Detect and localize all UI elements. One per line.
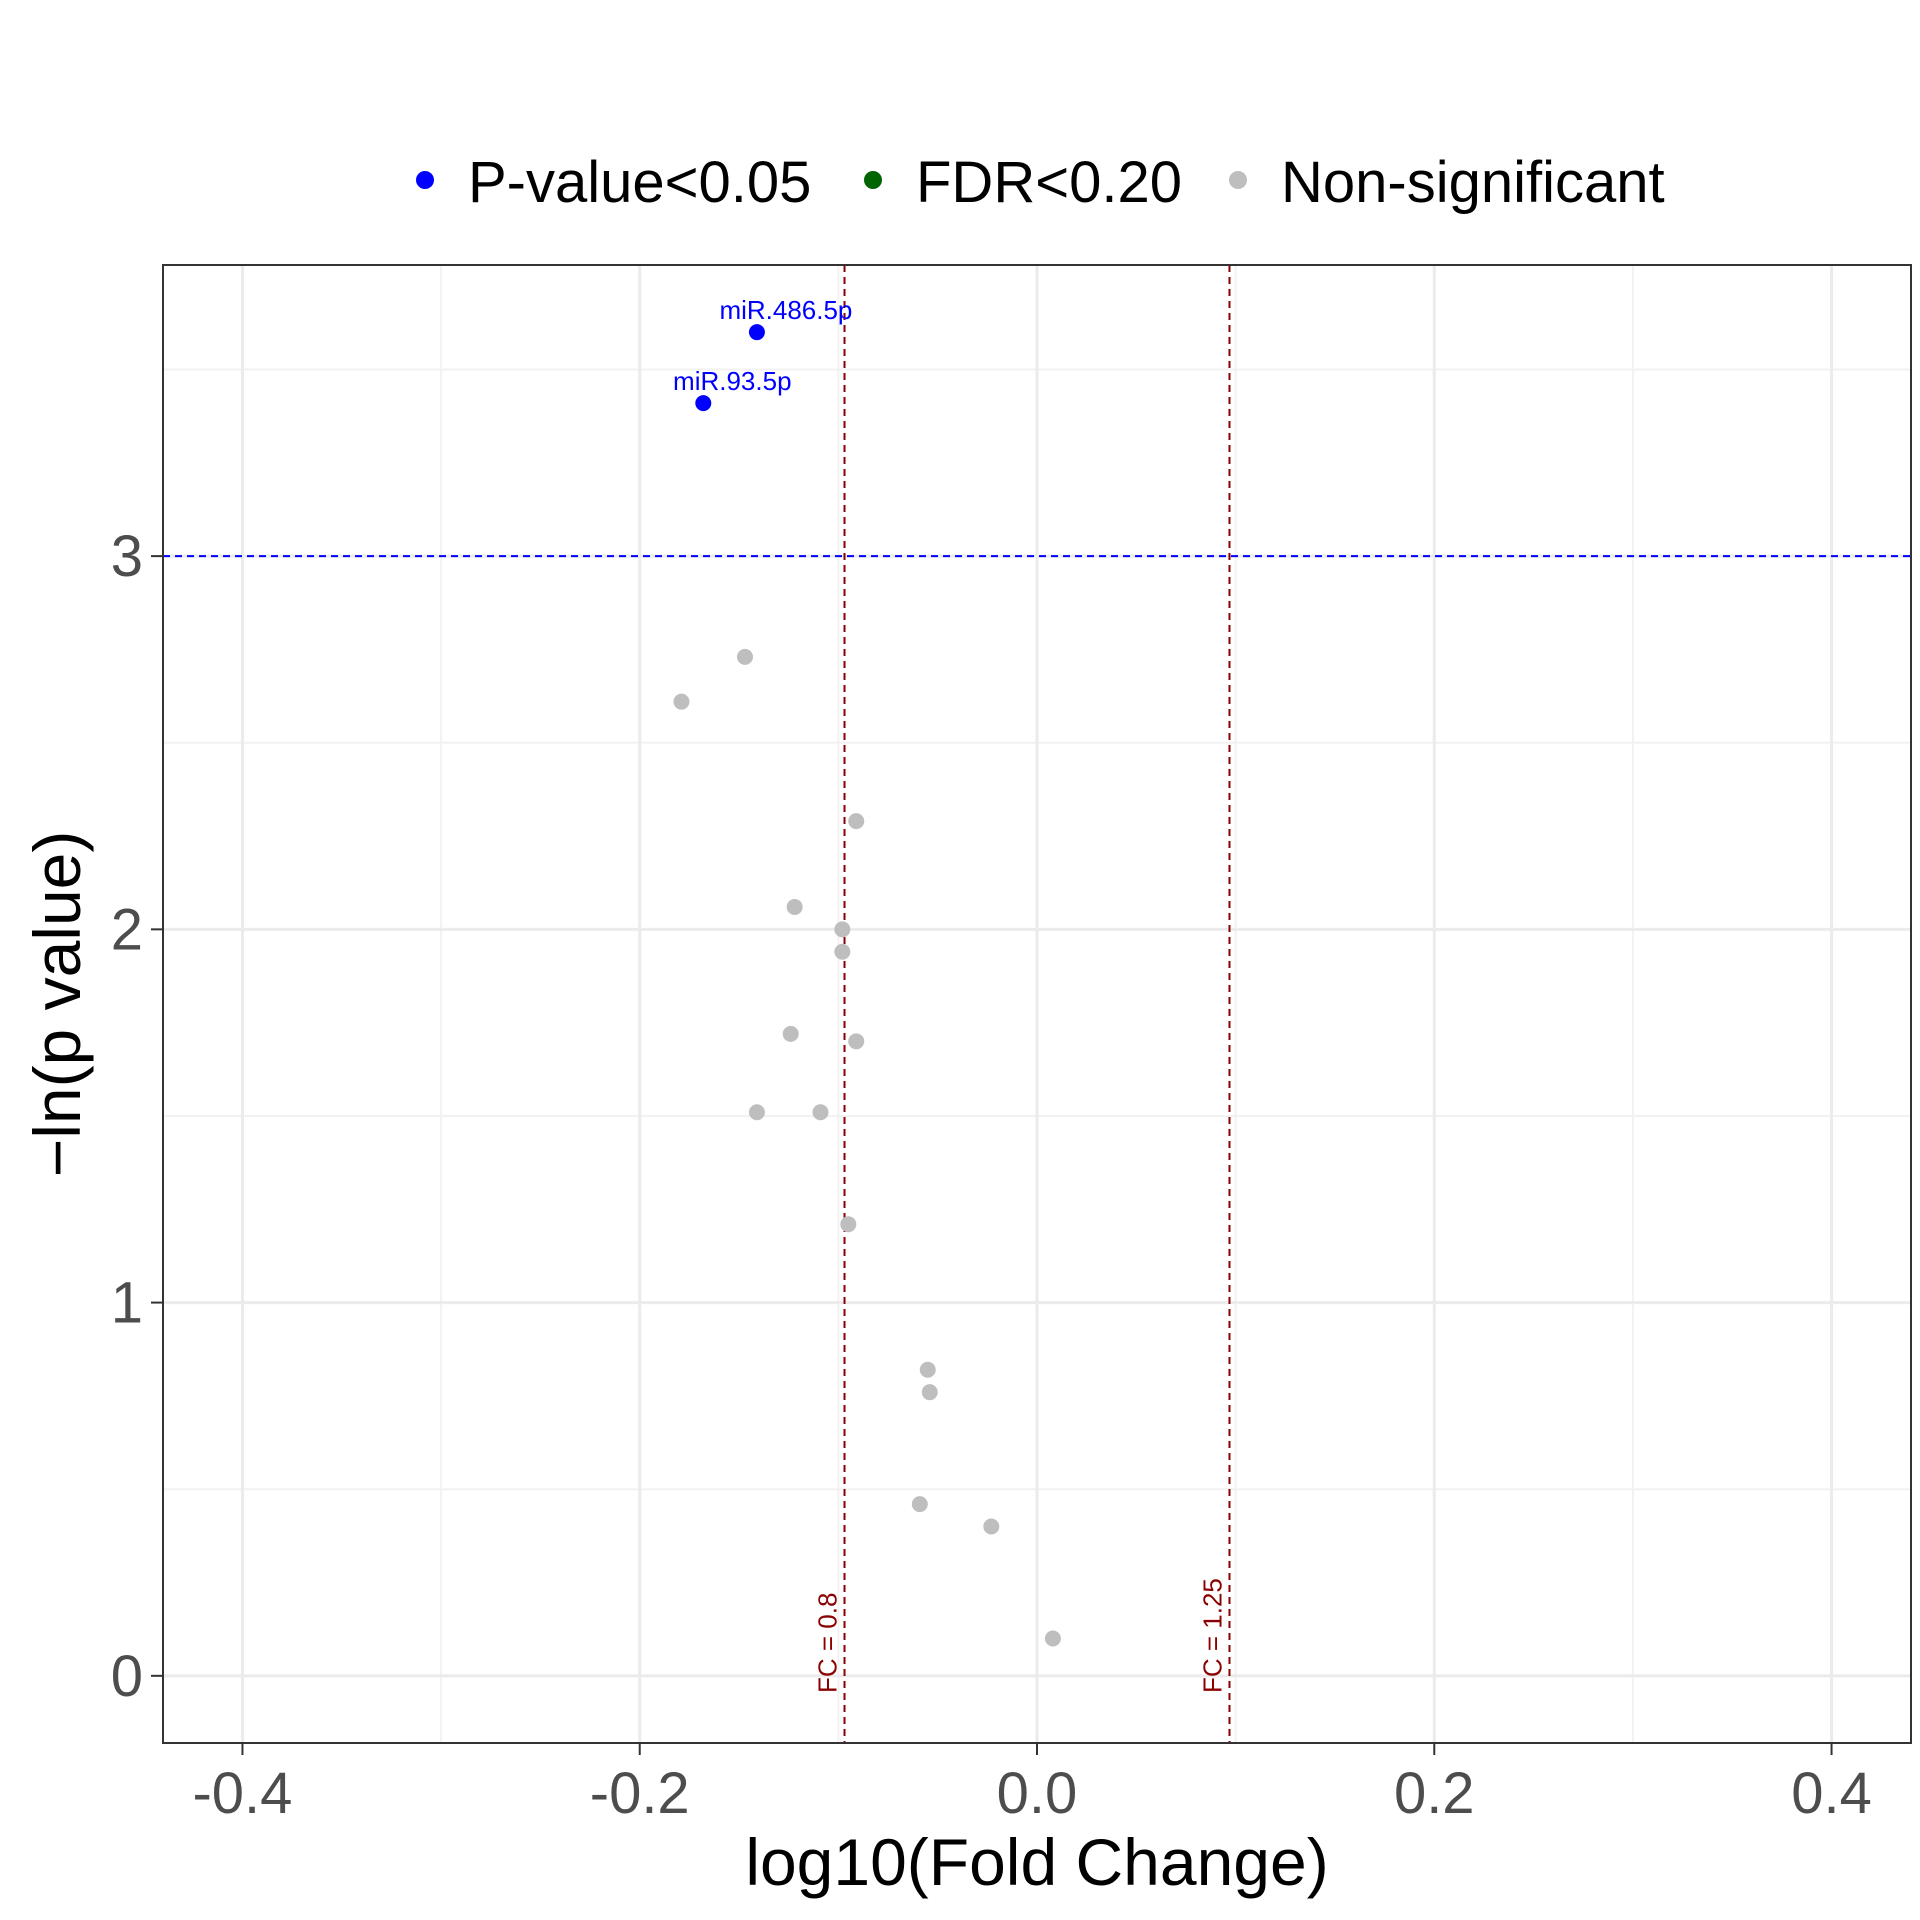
data-point bbox=[748, 1104, 765, 1121]
y-axis-ticks: 0 1 2 3 bbox=[111, 524, 163, 1709]
data-point bbox=[911, 1496, 928, 1513]
data-point bbox=[919, 1361, 936, 1378]
x-tick-label: -0.2 bbox=[590, 1761, 690, 1826]
legend-label-pvalue: P-value<0.05 bbox=[468, 150, 811, 215]
data-point bbox=[834, 943, 851, 960]
legend-label-fdr: FDR<0.20 bbox=[916, 150, 1182, 215]
data-point bbox=[983, 1518, 1000, 1535]
y-tick-label: 0 bbox=[111, 1644, 143, 1709]
legend-key-fdr bbox=[864, 171, 882, 189]
data-point bbox=[921, 1384, 938, 1401]
data-point bbox=[812, 1104, 829, 1121]
x-tick-label: -0.4 bbox=[192, 1761, 292, 1826]
fold-change-threshold-label: FC = 0.8 bbox=[813, 1593, 843, 1693]
y-tick-label: 1 bbox=[111, 1271, 143, 1336]
data-point bbox=[782, 1025, 799, 1042]
x-tick-label: 0.4 bbox=[1791, 1761, 1872, 1826]
y-tick-label: 2 bbox=[111, 897, 143, 962]
legend-label-nonsignificant: Non-significant bbox=[1281, 150, 1665, 215]
x-axis-title: log10(Fold Change) bbox=[745, 1825, 1328, 1899]
reference-lines: FC = 0.8 FC = 1.25 bbox=[163, 265, 1911, 1743]
y-axis-title: −ln(p value) bbox=[20, 831, 94, 1178]
x-tick-label: 0.2 bbox=[1394, 1761, 1475, 1826]
data-point bbox=[834, 921, 851, 938]
data-point-label: miR.93.5p bbox=[673, 366, 792, 396]
data-point-label: miR.486.5p bbox=[719, 295, 852, 325]
data-point bbox=[673, 693, 690, 710]
data-point bbox=[695, 395, 712, 412]
legend: P-value<0.05 FDR<0.20 Non-significant bbox=[416, 150, 1665, 215]
data-point bbox=[840, 1216, 857, 1233]
y-tick-label: 3 bbox=[111, 524, 143, 589]
fold-change-threshold-label: FC = 1.25 bbox=[1197, 1578, 1227, 1693]
data-point bbox=[848, 1033, 865, 1050]
legend-key-nonsignificant bbox=[1229, 171, 1247, 189]
legend-key-pvalue bbox=[416, 171, 434, 189]
x-tick-label: 0.0 bbox=[997, 1761, 1078, 1826]
data-point bbox=[848, 813, 865, 830]
data-point bbox=[748, 324, 765, 341]
data-points: miR.486.5p miR.93.5p bbox=[673, 295, 1061, 1647]
data-point bbox=[786, 898, 803, 915]
x-axis-ticks: -0.4 -0.2 0.0 0.2 0.4 bbox=[192, 1743, 1872, 1826]
data-point bbox=[737, 648, 754, 665]
data-point bbox=[1044, 1630, 1061, 1647]
